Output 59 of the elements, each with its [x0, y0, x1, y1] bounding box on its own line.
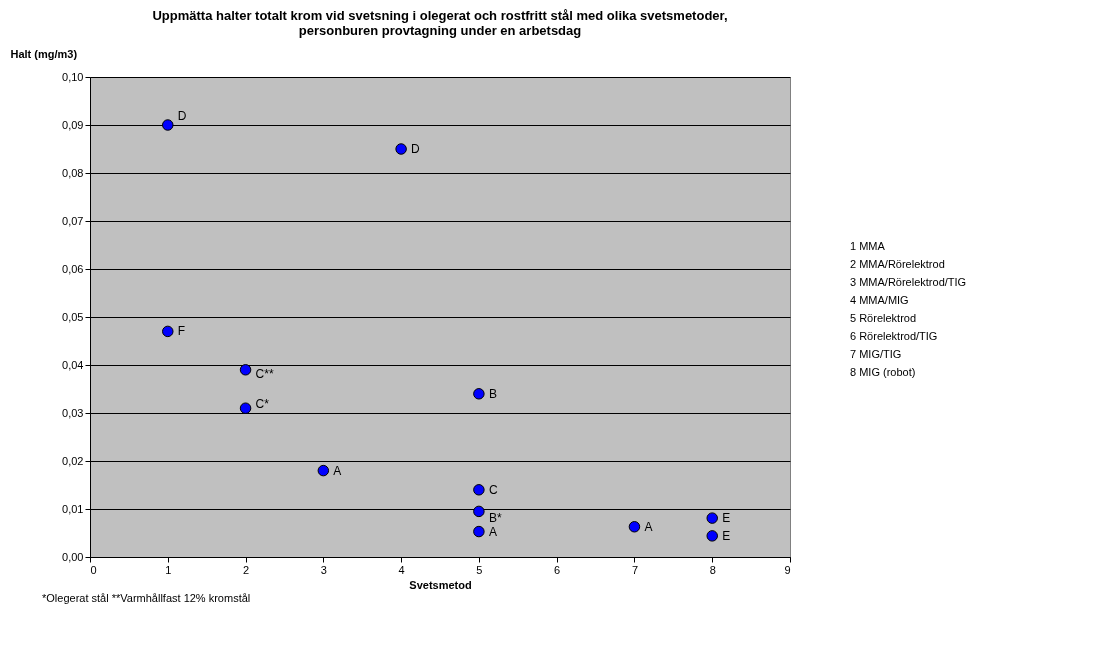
- x-axis-title: Svetsmetod: [409, 578, 472, 591]
- point: [317, 464, 330, 477]
- x-tick-label: 3: [320, 563, 327, 576]
- annotation: C*: [255, 397, 270, 411]
- text: 6 Rörelektrod/TIG: [850, 330, 938, 342]
- point: [395, 143, 407, 155]
- text: 8 MIG (robot): [850, 366, 916, 378]
- y-tick-label: 0,07: [62, 214, 84, 227]
- x-tick-label: 5: [476, 563, 483, 576]
- y-tick-label: 0,02: [62, 454, 84, 467]
- y-tick-label: 0,10: [62, 70, 84, 83]
- x-tick-label: 8: [709, 563, 716, 576]
- y-tick-label: 0,00: [62, 550, 84, 563]
- x-tick-label: 0: [90, 563, 97, 576]
- point: [239, 364, 252, 376]
- annotation: E: [722, 511, 731, 526]
- text: 5 Rörelektrod: [850, 312, 917, 324]
- annotation: C: [488, 482, 498, 497]
- y-tick-label: 0,01: [62, 502, 84, 515]
- point: [473, 484, 485, 496]
- x-tick-label: 2: [242, 563, 250, 576]
- point: [162, 325, 174, 338]
- point: [628, 521, 641, 533]
- text: 7 MIG/TIG: [850, 348, 902, 360]
- annotation: D: [177, 109, 187, 123]
- x-tick-label: 9: [784, 563, 791, 576]
- y-tick-label: 0,05: [62, 310, 84, 323]
- annotation: B: [488, 386, 497, 401]
- point: [473, 388, 485, 400]
- annotation: B*: [488, 511, 502, 525]
- text: *Olegerat stål **Varmhållfast 12% kromstål: [42, 592, 251, 604]
- y-axis-title: Halt (mg/m3): [10, 47, 78, 60]
- x-tick-label: 7: [631, 563, 639, 576]
- annotation: F: [177, 324, 186, 339]
- annotation: A: [488, 524, 497, 539]
- x-tick-label: 4: [398, 563, 405, 576]
- annotation: A: [644, 519, 653, 534]
- text: 3 MMA/Rörelektrod/TIG: [850, 276, 967, 288]
- x-tick-label: 6: [554, 563, 561, 576]
- point: [473, 525, 485, 538]
- y-tick-label: 0,04: [62, 358, 84, 371]
- chart-title: Uppmätta halter totalt krom vid svetsning i olegerat och rostfritt stål med olika svetsmetoder, personburen provtagning under en arbetsdag: [152, 8, 728, 38]
- point: [706, 530, 718, 542]
- text: 4 MMA/MIG: [850, 294, 909, 306]
- point: [239, 402, 252, 414]
- point: [162, 119, 174, 131]
- text: 1 MMA: [850, 240, 886, 252]
- y-tick-label: 0,09: [62, 118, 84, 131]
- y-tick-label: 0,03: [62, 406, 84, 419]
- x-tick-label: 1: [165, 563, 172, 576]
- y-tick-label: 0,08: [62, 166, 84, 179]
- annotation: A: [333, 463, 342, 478]
- annotation: D: [411, 142, 421, 156]
- annotation: E: [722, 528, 731, 543]
- point: [473, 505, 485, 518]
- point: [706, 512, 718, 524]
- y-tick-label: 0,06: [62, 262, 84, 275]
- text: 2 MMA/Rörelektrod: [850, 258, 945, 270]
- annotation: C**: [255, 367, 274, 381]
